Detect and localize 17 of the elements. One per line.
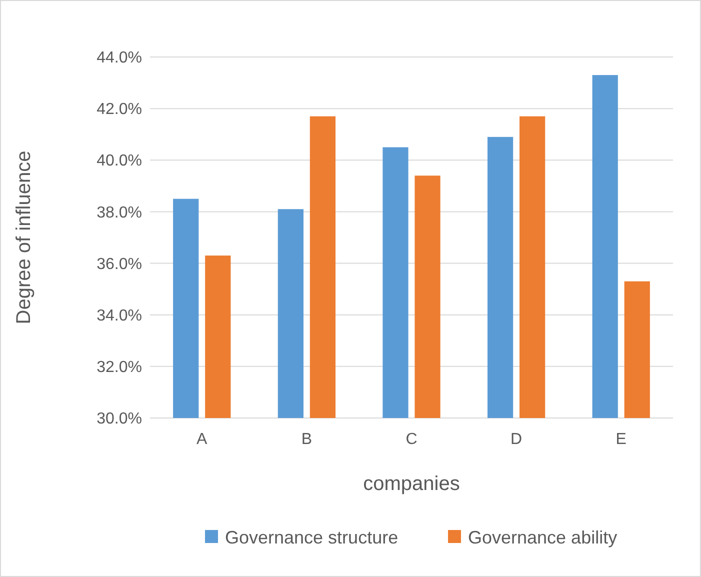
y-tick-label: 34.0% — [96, 307, 142, 324]
y-tick-label: 30.0% — [96, 410, 142, 428]
x-tick-label: A — [196, 431, 208, 448]
y-tick-label: 42.0% — [96, 101, 142, 118]
y-axis-title: Degree of influence — [13, 150, 35, 324]
legend-label: Governance ability — [468, 527, 618, 548]
x-tick-label: B — [301, 431, 312, 448]
x-tick-label: E — [616, 431, 626, 448]
legend-label: Governance structure — [225, 527, 398, 548]
y-tick-label: 32.0% — [96, 359, 142, 376]
x-tick-label: C — [406, 431, 418, 448]
y-tick-label: 40.0% — [96, 152, 142, 170]
x-tick-label: D — [510, 431, 522, 448]
y-tick-label: 36.0% — [96, 256, 142, 273]
y-tick-label: 38.0% — [96, 204, 142, 222]
x-axis-title: companies — [363, 473, 460, 495]
y-tick-label: 44.0% — [96, 50, 142, 67]
